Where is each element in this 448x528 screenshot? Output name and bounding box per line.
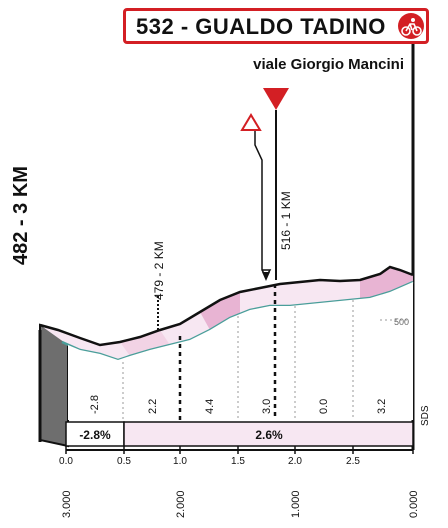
segment-gradient: 3.0 (261, 399, 273, 414)
km-marker-2-label: 479 - 2 KM (152, 241, 166, 300)
axis-bottom-label: 3.000 (61, 490, 73, 518)
km-marker-lines (178, 284, 277, 420)
steep-section-2 (360, 267, 413, 299)
segment-gradient: 4.4 (204, 399, 216, 414)
axis-ticks (65, 446, 414, 454)
flag-triangle-icon (263, 88, 289, 110)
finish-side-text: SDS (420, 405, 431, 426)
flag-marker-label: 516 - 1 KM (279, 191, 293, 250)
axis-top-label: 2.0 (288, 456, 302, 467)
finish-location: viale Giorgio Mancini (253, 56, 404, 73)
axis-top-label: 2.5 (346, 456, 360, 467)
segment-gradient: -2.8 (89, 395, 101, 414)
segment-gradient: 0.0 (318, 399, 330, 414)
avg-gradient-1: -2.8% (79, 428, 111, 442)
steep-section-1 (200, 292, 240, 330)
axis-top-label: 0.0 (59, 456, 73, 467)
avg-gradient-2: 2.6% (255, 428, 283, 442)
title-box: 532 - GUALDO TADINO (123, 8, 429, 44)
turn-warning-icon (240, 113, 262, 131)
turn-route-line (254, 131, 272, 279)
altitude-reference: 500 (394, 317, 409, 327)
segment-gradient: 3.2 (376, 399, 388, 414)
axis-top-label: 1.5 (231, 456, 245, 467)
finish-title: 532 - GUALDO TADINO (136, 14, 386, 39)
axis-bottom-label: 1.000 (290, 490, 302, 518)
axis-top-label: 1.0 (173, 456, 187, 467)
profile-body (68, 282, 413, 420)
cyclist-icon (398, 13, 424, 39)
mild-section (120, 330, 170, 356)
gradient-box-2 (123, 421, 414, 447)
axis-bottom-label: 2.000 (175, 490, 187, 518)
dotted-guides (122, 300, 410, 420)
gradient-box-1 (65, 421, 125, 447)
axis-bottom-label: 0.000 (408, 490, 420, 518)
profile-top-line (39, 265, 414, 347)
axis-top-label: 0.5 (117, 456, 131, 467)
segment-gradient: 2.2 (147, 399, 159, 414)
